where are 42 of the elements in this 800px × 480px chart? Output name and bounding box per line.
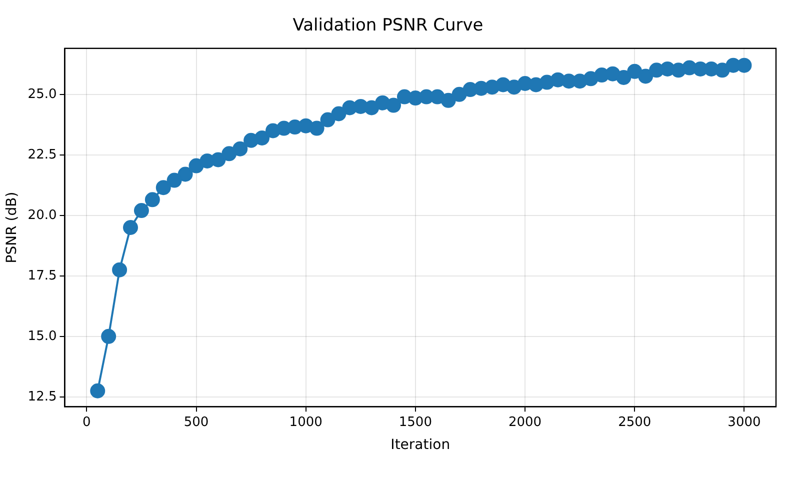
y-tick-label: 22.5: [28, 147, 57, 162]
y-tick-label: 17.5: [28, 268, 57, 284]
point: [188, 158, 204, 174]
point: [112, 262, 128, 278]
point: [166, 172, 182, 188]
chart-title: Validation PSNR Curve: [292, 16, 484, 36]
point: [627, 64, 642, 79]
point: [331, 106, 346, 122]
point: [254, 130, 270, 146]
point: [156, 180, 171, 196]
point: [222, 146, 237, 162]
point: [736, 58, 752, 73]
point: [386, 98, 402, 113]
x-tick-label: 3000: [728, 414, 761, 430]
x-tick-label: 2000: [508, 414, 542, 430]
x-tick-label: 0: [82, 414, 91, 430]
point: [232, 141, 248, 156]
point: [638, 68, 654, 84]
y-tick-label: 15.0: [28, 328, 57, 344]
point: [144, 192, 160, 208]
point: [210, 152, 226, 168]
x-axis-title: Iteration: [390, 437, 450, 454]
x-tick-label: 1500: [398, 414, 432, 430]
y-tick-label: 25.0: [28, 86, 57, 102]
y-tick-label: 20.0: [28, 208, 57, 223]
point: [90, 383, 106, 398]
y-axis-title: PSNR (dB): [4, 192, 20, 264]
point: [101, 328, 116, 344]
point: [178, 166, 193, 182]
x-tick-label: 500: [184, 414, 209, 430]
point: [309, 120, 324, 136]
point: [320, 112, 336, 128]
point: [714, 62, 730, 78]
y-tick-label: 12.5: [28, 389, 57, 404]
point: [134, 203, 149, 218]
point: [440, 92, 456, 108]
x-tick-label: 1000: [289, 414, 322, 430]
point: [452, 86, 467, 102]
point: [123, 220, 138, 235]
point: [616, 70, 632, 85]
point: [364, 100, 380, 116]
x-tick-label: 2500: [618, 414, 652, 430]
